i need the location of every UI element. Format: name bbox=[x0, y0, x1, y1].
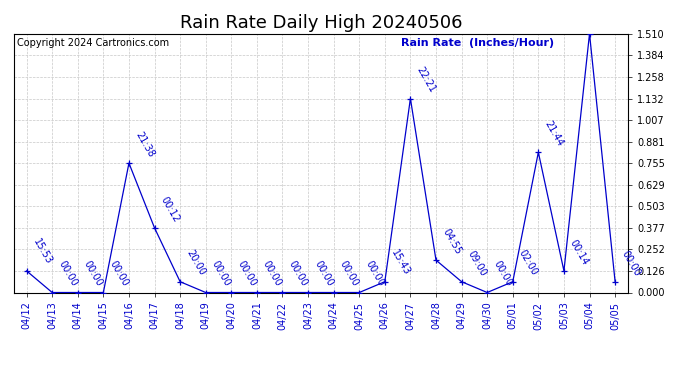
Text: 00:00: 00:00 bbox=[235, 259, 258, 288]
Text: 00:00: 00:00 bbox=[491, 259, 514, 288]
Text: 00:12: 00:12 bbox=[159, 195, 181, 224]
Text: 00:00: 00:00 bbox=[82, 259, 104, 288]
Text: 00:00: 00:00 bbox=[338, 259, 360, 288]
Text: 00:00: 00:00 bbox=[619, 249, 642, 278]
Text: Copyright 2024 Cartronics.com: Copyright 2024 Cartronics.com bbox=[17, 38, 169, 48]
Text: 00:00: 00:00 bbox=[261, 259, 284, 288]
Text: 15:43: 15:43 bbox=[389, 248, 411, 278]
Text: 00:00: 00:00 bbox=[312, 259, 335, 288]
Text: 15:53: 15:53 bbox=[31, 237, 53, 267]
Text: 00:00: 00:00 bbox=[210, 259, 233, 288]
Title: Rain Rate Daily High 20240506: Rain Rate Daily High 20240506 bbox=[179, 14, 462, 32]
Text: 00:14: 00:14 bbox=[568, 238, 591, 267]
Text: 20:00: 20:00 bbox=[184, 248, 207, 278]
Text: 04:55: 04:55 bbox=[440, 227, 463, 256]
Text: 00:00: 00:00 bbox=[364, 259, 386, 288]
Text: 21:44: 21:44 bbox=[542, 119, 565, 148]
Text: 00:00: 00:00 bbox=[286, 259, 309, 288]
Text: Rain Rate  (Inches/Hour): Rain Rate (Inches/Hour) bbox=[401, 38, 554, 48]
Text: 21:38: 21:38 bbox=[133, 130, 156, 159]
Text: 09:00: 09:00 bbox=[466, 249, 489, 278]
Text: 22:21: 22:21 bbox=[415, 65, 437, 94]
Text: 02:00: 02:00 bbox=[517, 248, 540, 278]
Text: 00:00: 00:00 bbox=[108, 259, 130, 288]
Text: 00:00: 00:00 bbox=[57, 259, 79, 288]
